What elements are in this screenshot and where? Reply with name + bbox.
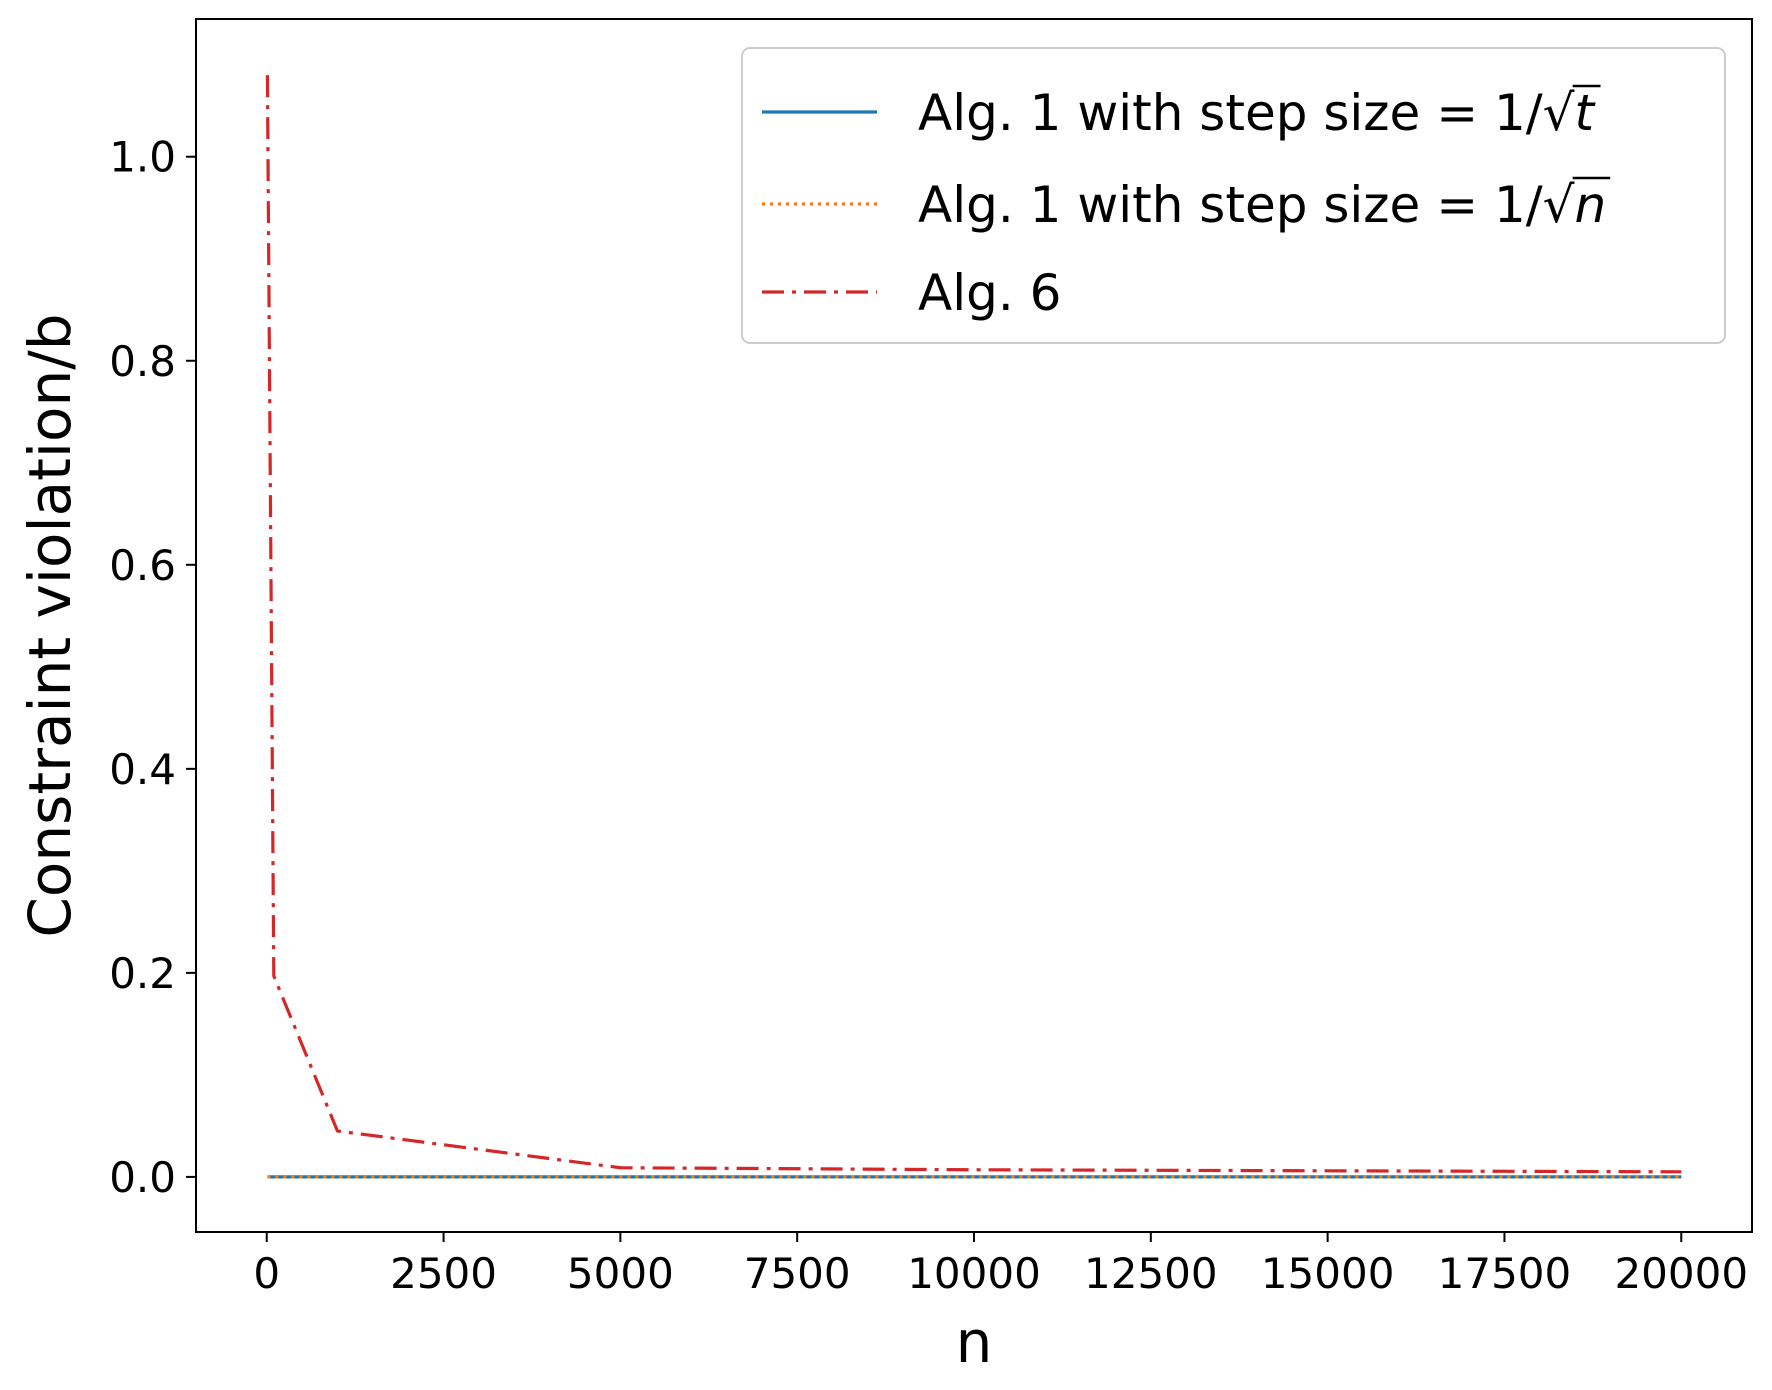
legend-label-text: Alg. 1 with step size = 1/ [918, 176, 1543, 234]
x-tick-label: 7500 [744, 1249, 851, 1298]
legend-label-2: Alg. 1 with step size = 1/√n [918, 176, 1606, 234]
legend-box [741, 47, 1726, 344]
x-tick-label: 0 [253, 1249, 280, 1298]
y-tick-label: 0.2 [109, 949, 176, 998]
legend-label-radicand: t [1575, 84, 1597, 142]
y-axis: 0.0 0.2 0.4 0.6 0.8 1.0 [109, 133, 196, 1202]
x-axis-label: n [956, 1308, 993, 1376]
y-axis-label: Constraint violation/b [16, 313, 84, 937]
y-tick-label: 0.4 [109, 745, 176, 794]
series-layer [265, 75, 1682, 1179]
x-tick-label: 17500 [1438, 1249, 1572, 1298]
sqrt-icon: √ [1543, 176, 1575, 234]
x-tick-label: 20000 [1614, 1249, 1748, 1298]
y-tick-label: 0.8 [109, 337, 176, 386]
y-tick-label: 0.0 [109, 1153, 176, 1202]
x-axis: 0 2500 5000 7500 10000 12500 15000 17500 20000 [253, 1232, 1748, 1298]
x-tick-label: 2500 [390, 1249, 497, 1298]
legend-label-3: Alg. 6 [918, 264, 1061, 322]
series-line-3 [265, 75, 1682, 1174]
legend-label-radicand: n [1575, 176, 1607, 234]
x-tick-label: 12500 [1084, 1249, 1218, 1298]
legend-label-text: Alg. 6 [918, 264, 1061, 322]
x-tick-label: 15000 [1261, 1249, 1395, 1298]
sqrt-icon: √ [1543, 84, 1575, 142]
y-tick-label: 1.0 [109, 133, 176, 182]
legend-label-1: Alg. 1 with step size = 1/√t [918, 84, 1597, 142]
legend-label-text: Alg. 1 with step size = 1/ [918, 84, 1543, 142]
x-tick-label: 10000 [907, 1249, 1041, 1298]
y-tick-label: 0.6 [109, 541, 176, 590]
x-tick-label: 5000 [567, 1249, 674, 1298]
